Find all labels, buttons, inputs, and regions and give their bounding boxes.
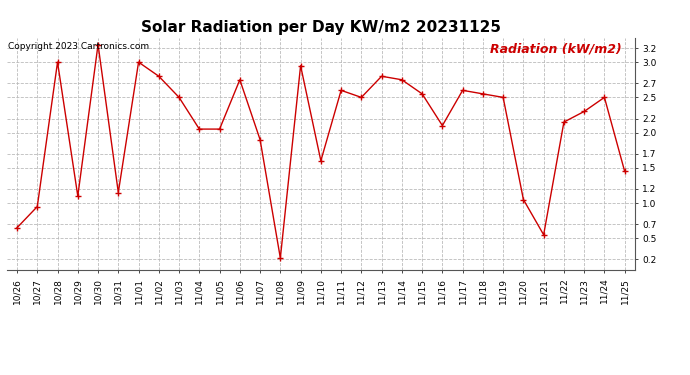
Text: Copyright 2023 Cartronics.com: Copyright 2023 Cartronics.com	[8, 42, 149, 51]
Title: Solar Radiation per Day KW/m2 20231125: Solar Radiation per Day KW/m2 20231125	[141, 20, 501, 35]
Text: Radiation (kW/m2): Radiation (kW/m2)	[491, 42, 622, 55]
